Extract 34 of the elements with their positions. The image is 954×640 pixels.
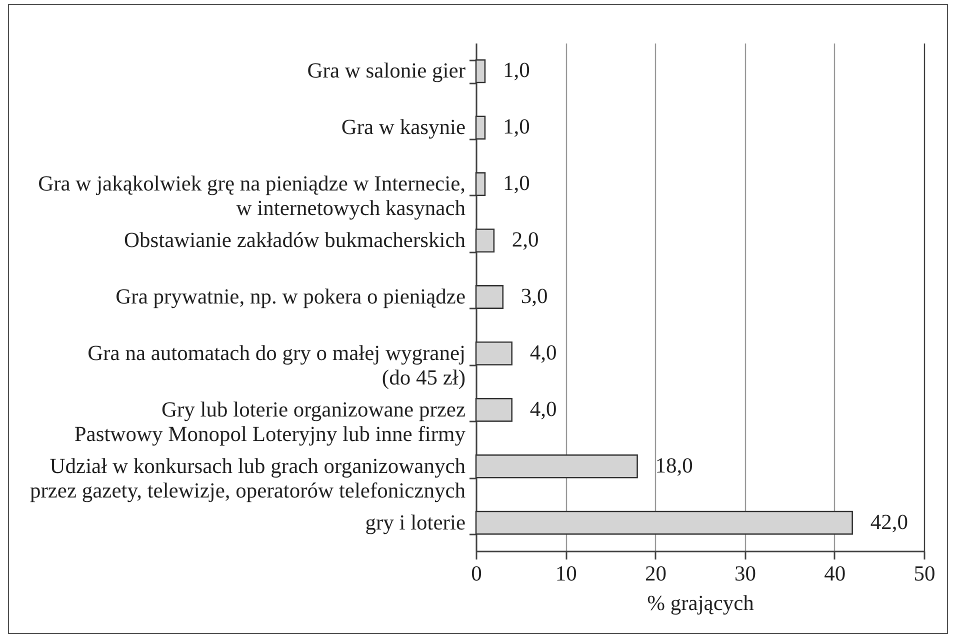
bar bbox=[475, 398, 512, 422]
data-label: 4,0 bbox=[530, 396, 557, 421]
x-tick-label: 10 bbox=[555, 562, 577, 586]
y-tick-label: Gra prywatnie, np. w pokera o pieniądze bbox=[116, 284, 466, 308]
y-tick-label: Gry lub loterie organizowane przez Pastwowy Monopol Loteryjny lub inne firmy bbox=[74, 397, 466, 446]
x-tick-label: 40 bbox=[824, 562, 846, 586]
data-label: 1,0 bbox=[502, 171, 530, 196]
data-label: 1,0 bbox=[502, 58, 530, 82]
bar bbox=[475, 228, 495, 252]
data-label: 18,0 bbox=[655, 453, 693, 478]
x-tick-label: 20 bbox=[644, 562, 666, 586]
bar bbox=[475, 59, 486, 84]
data-label: 3,0 bbox=[520, 284, 548, 308]
data-label: 42,0 bbox=[870, 510, 908, 534]
bar bbox=[475, 116, 486, 140]
x-axis-title: % grających bbox=[647, 591, 754, 615]
x-tick-label: 50 bbox=[914, 562, 936, 586]
data-label: 1,0 bbox=[502, 114, 530, 139]
bar bbox=[475, 454, 638, 478]
y-tick-label: Obstawianie zakładów bukmacherskich bbox=[124, 228, 466, 252]
x-tick-label: 30 bbox=[734, 562, 756, 586]
y-tick-label: Gra na automatach do gry o małej wygranej (do 45 zł) bbox=[88, 340, 466, 390]
data-label: 4,0 bbox=[530, 340, 557, 364]
bar bbox=[475, 342, 512, 366]
bar bbox=[475, 172, 486, 196]
x-tick-label: 0 bbox=[471, 562, 482, 586]
y-tick-label: Gra w kasynie bbox=[341, 115, 466, 140]
y-tick-label: gry i loterie bbox=[365, 510, 466, 534]
y-tick-label: Gra w jakąkolwiek grę na pieniądze w Internecie, w internetowych kasynach bbox=[38, 172, 466, 220]
y-tick-label: Udział w konkursach lub grach organizowanych przez gazety, telewizje, operatorów telefonicznych bbox=[30, 454, 466, 502]
data-label: 2,0 bbox=[512, 228, 539, 252]
bar bbox=[475, 285, 504, 309]
y-tick-label: Gra w salonie gier bbox=[307, 58, 466, 83]
bar bbox=[475, 510, 853, 535]
